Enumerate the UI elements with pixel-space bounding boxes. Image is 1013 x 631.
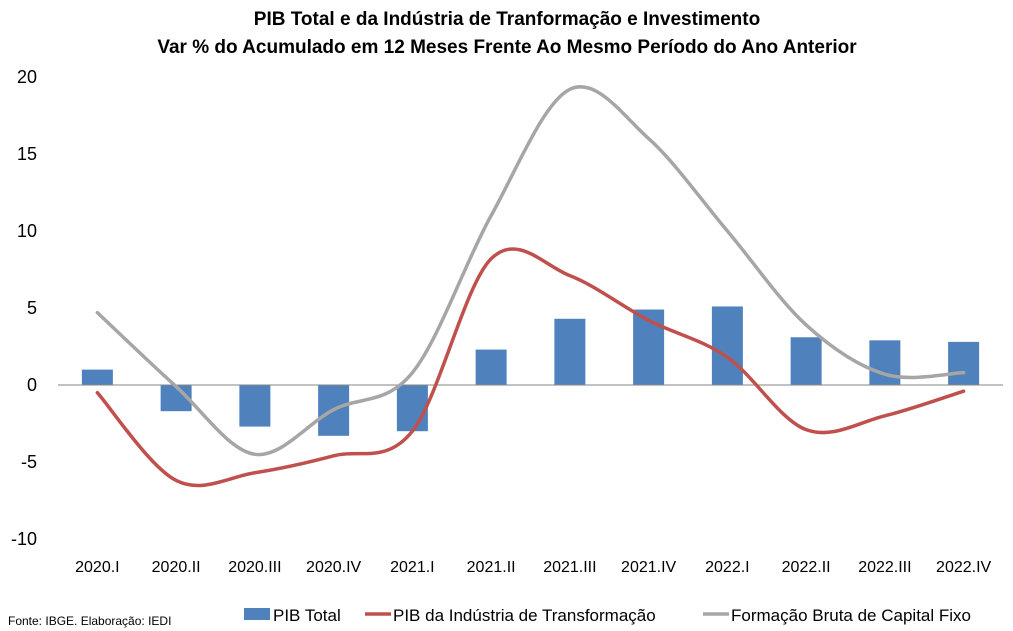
bar-pib-total: [396, 385, 428, 432]
y-tick-label: -10: [11, 529, 37, 549]
bar-series: [81, 306, 980, 436]
bar-pib-total: [81, 369, 113, 385]
x-tick-label: 2021.I: [390, 559, 434, 576]
x-tick-label: 2022.II: [782, 559, 831, 576]
x-tick-label: 2022.III: [858, 559, 911, 576]
y-tick-label: -5: [21, 452, 37, 472]
x-tick-label: 2022.IV: [936, 559, 991, 576]
y-tick-label: 5: [27, 298, 37, 318]
chart-title: PIB Total e da Indústria de Tranformação…: [254, 9, 760, 30]
bar-pib-total: [554, 318, 586, 385]
line-series: [95, 85, 966, 488]
chart-subtitle: Var % do Acumulado em 12 Meses Frente Ao…: [157, 37, 857, 58]
bar-pib-total: [711, 306, 743, 385]
x-tick-label: 2020.III: [228, 559, 281, 576]
legend: PIB Total PIB da Indústria de Transforma…: [244, 606, 971, 625]
x-tick-label: 2021.II: [467, 559, 516, 576]
source-note: Fonte: IBGE. Elaboração: IEDI: [8, 614, 171, 628]
line-fbcf: [95, 85, 966, 457]
bar-pib-total: [869, 340, 901, 385]
bar-pib-total: [790, 337, 822, 385]
x-tick-label: 2021.IV: [621, 559, 676, 576]
x-tick-label: 2021.III: [543, 559, 596, 576]
x-tick-label: 2020.II: [152, 559, 201, 576]
line-pib-industria: [95, 247, 966, 488]
bar-pib-total: [475, 349, 507, 385]
y-axis-ticks: 20 15 10 5 0 -5 -10: [11, 67, 37, 549]
x-axis-ticks: 2020.I 2020.II 2020.III 2020.IV 2021.I 2021.I…: [75, 559, 991, 576]
bar-pib-total: [239, 385, 271, 427]
y-tick-label: 0: [27, 375, 37, 395]
y-tick-label: 15: [17, 144, 37, 164]
bar-pib-total: [948, 341, 980, 385]
x-tick-label: 2020.IV: [306, 559, 361, 576]
legend-swatch-pib-total: [244, 608, 270, 620]
y-tick-label: 10: [17, 221, 37, 241]
x-tick-label: 2022.I: [705, 559, 749, 576]
y-tick-label: 20: [17, 67, 37, 87]
legend-label-fbcf: Formação Bruta de Capital Fixo: [731, 606, 971, 625]
legend-label-pib-total: PIB Total: [273, 606, 341, 625]
x-tick-label: 2020.I: [75, 559, 119, 576]
legend-label-pib-industria: PIB da Indústria de Transformação: [393, 606, 656, 625]
